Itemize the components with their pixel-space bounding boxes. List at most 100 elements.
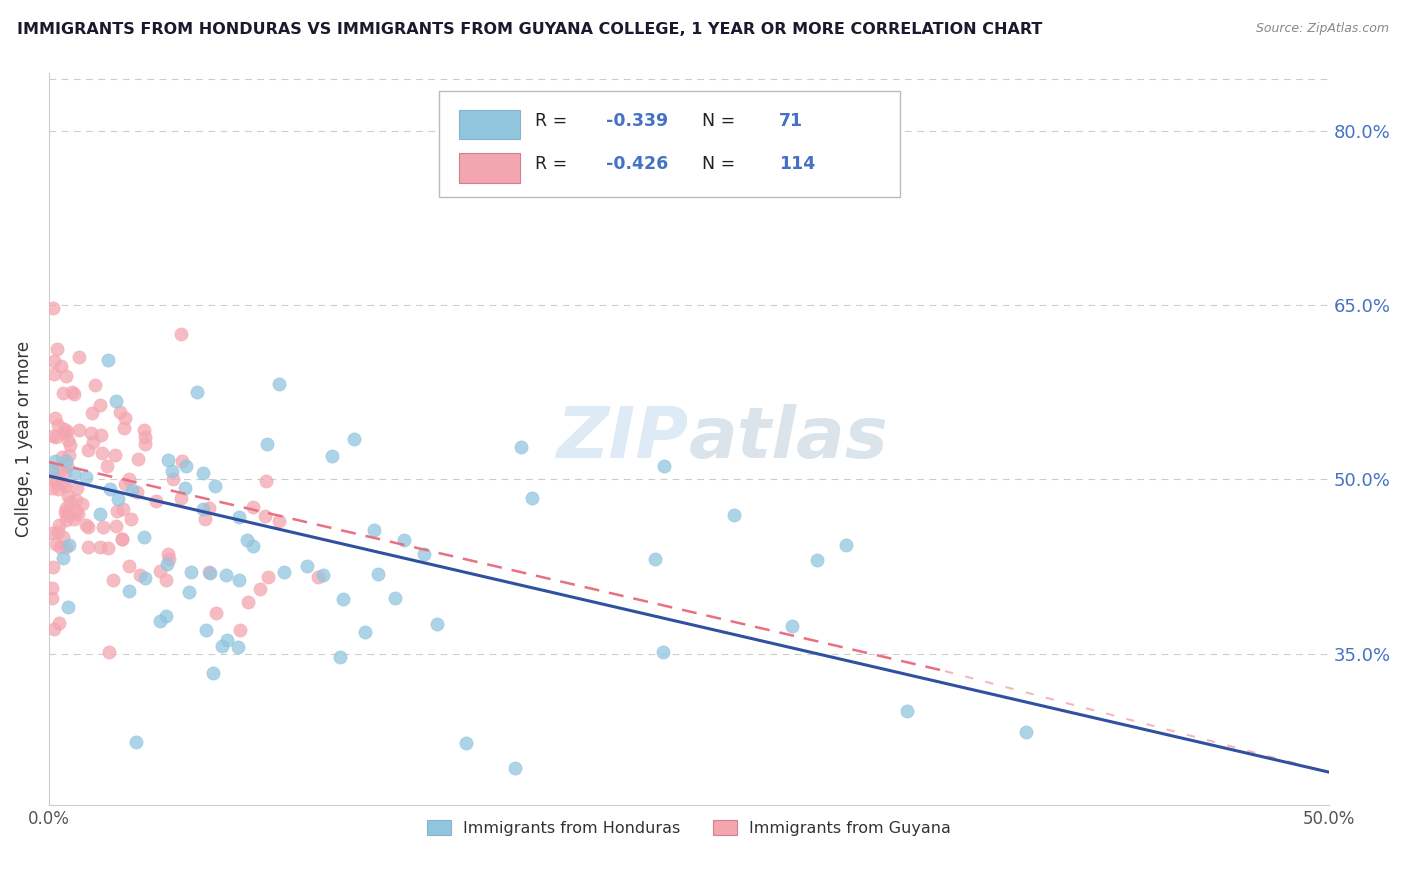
Point <box>55 368 77 383</box>
Point <box>56 434 79 448</box>
Point <box>48 417 70 432</box>
Point <box>97 541 120 555</box>
Point <box>806 553 828 567</box>
Point <box>76 519 98 533</box>
Point <box>201 666 224 681</box>
Point <box>127 452 149 467</box>
Point <box>394 533 416 548</box>
Point <box>59 437 82 451</box>
Point <box>1015 725 1038 739</box>
Point <box>228 623 250 637</box>
Point <box>62 512 84 526</box>
Point <box>41 464 63 478</box>
Point <box>194 512 217 526</box>
Point <box>41 481 63 495</box>
Point <box>75 518 97 533</box>
Point <box>48 463 70 477</box>
Point <box>55 541 77 555</box>
Point <box>111 533 134 547</box>
Point <box>160 464 183 478</box>
FancyBboxPatch shape <box>458 153 520 183</box>
Point <box>652 458 675 473</box>
Point <box>104 449 127 463</box>
Text: N =: N = <box>702 155 741 173</box>
Point <box>80 426 103 441</box>
Point <box>307 570 329 584</box>
Point <box>253 508 276 523</box>
Point <box>170 491 193 505</box>
Point <box>125 484 148 499</box>
Point <box>41 526 63 541</box>
Point <box>503 761 526 775</box>
Text: 71: 71 <box>779 112 803 129</box>
Point <box>105 504 128 518</box>
Point <box>191 502 214 516</box>
Point <box>155 574 177 588</box>
Point <box>58 448 80 462</box>
Point <box>42 560 65 574</box>
Point <box>211 640 233 654</box>
Point <box>412 548 434 562</box>
Point <box>101 573 124 587</box>
Point <box>155 609 177 624</box>
Point <box>170 327 193 342</box>
Point <box>384 591 406 606</box>
Point <box>238 595 260 609</box>
Point <box>60 384 83 399</box>
Point <box>45 537 67 551</box>
Point <box>65 504 87 518</box>
Point <box>200 566 222 580</box>
Point <box>70 497 93 511</box>
Point <box>56 489 79 503</box>
Point <box>132 530 155 544</box>
Point <box>780 618 803 632</box>
Point <box>52 386 75 401</box>
Point <box>112 501 135 516</box>
Point <box>76 443 98 458</box>
Text: -0.426: -0.426 <box>606 155 668 173</box>
Text: atlas: atlas <box>689 404 889 474</box>
Point <box>834 538 856 552</box>
Point <box>107 492 129 507</box>
Point <box>186 385 208 400</box>
Point <box>52 422 75 436</box>
Point <box>149 614 172 628</box>
FancyBboxPatch shape <box>458 110 520 139</box>
Point <box>44 353 66 368</box>
Point <box>509 440 531 454</box>
Point <box>157 547 180 561</box>
Text: R =: R = <box>536 155 574 173</box>
Point <box>114 476 136 491</box>
Point <box>652 645 675 659</box>
Point <box>45 430 67 444</box>
Point <box>332 592 354 607</box>
Point <box>62 466 84 480</box>
Point <box>58 538 80 552</box>
Point <box>312 567 335 582</box>
Text: 114: 114 <box>779 155 815 173</box>
Point <box>56 508 79 522</box>
Point <box>228 640 250 654</box>
Point <box>204 478 226 492</box>
Point <box>134 570 156 584</box>
Point <box>42 367 65 381</box>
Point <box>53 465 76 479</box>
Point <box>215 632 238 647</box>
Point <box>118 472 141 486</box>
Point <box>66 507 89 521</box>
Point <box>129 568 152 582</box>
Point <box>67 350 90 364</box>
Point <box>363 524 385 538</box>
Point <box>66 481 89 495</box>
Point <box>295 558 318 573</box>
Point <box>354 625 377 640</box>
Point <box>156 557 179 571</box>
Text: IMMIGRANTS FROM HONDURAS VS IMMIGRANTS FROM GUYANA COLLEGE, 1 YEAR OR MORE CORRE: IMMIGRANTS FROM HONDURAS VS IMMIGRANTS F… <box>17 22 1042 37</box>
Point <box>118 583 141 598</box>
Point <box>83 378 105 392</box>
Point <box>157 552 180 566</box>
Point <box>108 405 131 419</box>
Point <box>121 483 143 497</box>
Point <box>41 582 63 596</box>
Point <box>267 376 290 391</box>
